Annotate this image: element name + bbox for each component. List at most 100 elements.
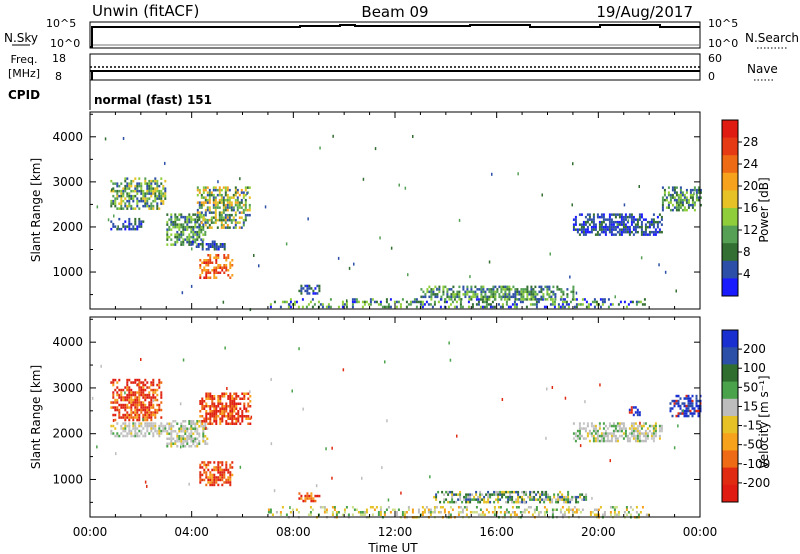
heatmap-cell bbox=[305, 305, 308, 309]
heatmap-cell bbox=[206, 226, 209, 229]
heatmap-cell bbox=[213, 410, 216, 413]
heatmap-cell bbox=[214, 188, 217, 192]
heatmap-cell bbox=[507, 490, 510, 494]
heatmap-cell bbox=[691, 394, 694, 398]
heatmap-cell bbox=[679, 191, 682, 194]
heatmap-cell bbox=[474, 295, 477, 299]
heatmap-cell bbox=[521, 300, 524, 304]
heatmap-cell bbox=[118, 194, 121, 198]
heatmap-cell bbox=[219, 271, 222, 274]
heatmap-cell bbox=[447, 511, 450, 514]
heatmap-cell bbox=[168, 228, 171, 231]
heatmap-cell bbox=[644, 218, 647, 221]
heatmap-cell bbox=[591, 300, 594, 304]
heatmap-cell bbox=[225, 422, 228, 425]
heatmap-region bbox=[572, 422, 663, 443]
heatmap-cell bbox=[150, 416, 153, 419]
heatmap-cell bbox=[210, 211, 213, 214]
heatmap-cell bbox=[124, 197, 127, 200]
heatmap-cell bbox=[136, 396, 139, 399]
heatmap-cell bbox=[563, 500, 566, 504]
heatmap-cell bbox=[430, 293, 433, 296]
x-tick-label: 20:00 bbox=[581, 525, 616, 539]
x-tick-label: 16:00 bbox=[479, 525, 514, 539]
heatmap-cell bbox=[624, 218, 627, 221]
heatmap-cell bbox=[148, 401, 151, 404]
heatmap-cell bbox=[124, 202, 127, 205]
heatmap-cell bbox=[407, 508, 410, 511]
heatmap-cell bbox=[590, 432, 593, 435]
heatmap-cell bbox=[691, 414, 694, 418]
heatmap-cell bbox=[654, 230, 657, 234]
heatmap-cell bbox=[160, 432, 163, 435]
heatmap-cell bbox=[614, 434, 617, 438]
heatmap-cell bbox=[431, 511, 434, 514]
heatmap-cell bbox=[515, 305, 518, 309]
heatmap-cell bbox=[247, 422, 250, 425]
heatmap-cell bbox=[194, 233, 197, 236]
heatmap-cell bbox=[138, 378, 141, 382]
heatmap-cell bbox=[598, 424, 601, 428]
heatmap-cell bbox=[630, 213, 633, 216]
colorbar-segment bbox=[722, 364, 738, 383]
heatmap-cell bbox=[451, 493, 454, 496]
heatmap-cell bbox=[204, 211, 207, 214]
heatmap-cell bbox=[142, 396, 145, 399]
heatmap-cell bbox=[242, 191, 245, 194]
heatmap-cell bbox=[204, 233, 207, 236]
heatmap-cell bbox=[144, 424, 147, 428]
heatmap-cell bbox=[499, 511, 502, 514]
heatmap-cell bbox=[196, 243, 199, 246]
heatmap-cell bbox=[601, 298, 604, 301]
heatmap-cell bbox=[140, 388, 143, 392]
heatmap-cell bbox=[681, 193, 684, 197]
heatmap-cell bbox=[635, 511, 638, 514]
heatmap-cell bbox=[148, 207, 151, 210]
heatmap-cell bbox=[122, 416, 125, 419]
heatmap-cell bbox=[545, 436, 547, 440]
heatmap-cell bbox=[237, 415, 240, 418]
heatmap-cell bbox=[311, 305, 314, 309]
heatmap-cell bbox=[168, 432, 171, 435]
heatmap-cell bbox=[221, 483, 224, 487]
heatmap-cell bbox=[146, 418, 149, 422]
heatmap-cell bbox=[588, 432, 591, 435]
heatmap-cell bbox=[186, 430, 189, 433]
heatmap-cell bbox=[508, 290, 511, 294]
heatmap-cell bbox=[128, 194, 131, 198]
heatmap-cell bbox=[124, 418, 127, 422]
heatmap-cell bbox=[509, 513, 512, 516]
heatmap-cell bbox=[116, 197, 119, 200]
heatmap-cell bbox=[622, 218, 625, 221]
heatmap-cell bbox=[176, 225, 179, 229]
heatmap-cell bbox=[248, 213, 251, 217]
heatmap-cell bbox=[644, 233, 647, 236]
heatmap-cell bbox=[205, 463, 208, 467]
heatmap-cell bbox=[671, 193, 674, 197]
heatmap-cell bbox=[673, 198, 676, 202]
heatmap-cell bbox=[601, 303, 604, 306]
heatmap-cell bbox=[107, 218, 110, 222]
heatmap-cell bbox=[537, 490, 540, 494]
heatmap-cell bbox=[156, 393, 159, 397]
heatmap-cell bbox=[461, 511, 464, 514]
heatmap-cell bbox=[673, 188, 676, 192]
heatmap-cell bbox=[205, 483, 208, 487]
heatmap-cell bbox=[132, 225, 135, 228]
heatmap-cell bbox=[341, 513, 344, 516]
heatmap-cell bbox=[640, 427, 643, 430]
heatmap-cell bbox=[634, 422, 637, 425]
colorbar-tick-label: 15 bbox=[743, 399, 758, 413]
heatmap-cell bbox=[204, 221, 207, 224]
heatmap-cell bbox=[168, 427, 171, 430]
heatmap-cell bbox=[306, 287, 309, 290]
heatmap-cell bbox=[588, 439, 591, 443]
heatmap-cell bbox=[652, 432, 655, 435]
heatmap-cell bbox=[638, 432, 641, 435]
heatmap-cell bbox=[533, 495, 536, 499]
heatmap-cell bbox=[625, 513, 628, 516]
heatmap-cell bbox=[116, 406, 119, 409]
heatmap-cell bbox=[620, 223, 623, 226]
heatmap-cell bbox=[503, 513, 506, 516]
heatmap-cell bbox=[594, 225, 597, 229]
